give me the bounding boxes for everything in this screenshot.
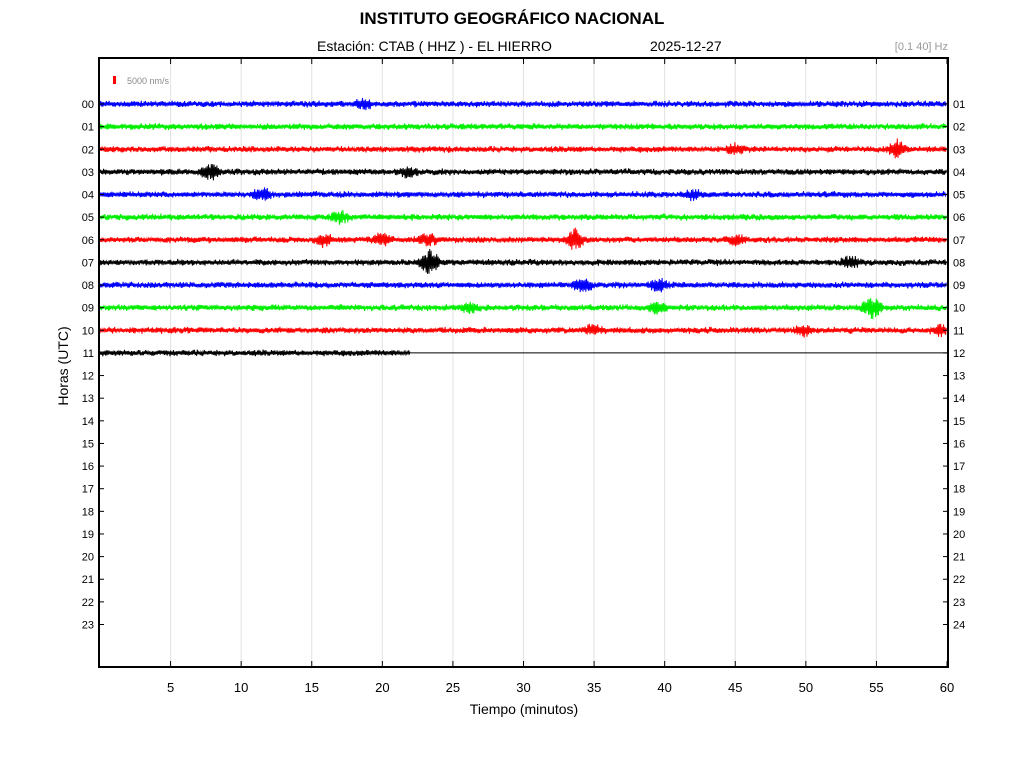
right-hour-label: 01	[953, 99, 965, 111]
left-hour-label: 21	[82, 574, 94, 586]
x-tick-label: 50	[799, 680, 813, 695]
x-tick-label: 5	[167, 680, 174, 695]
right-hour-label: 11	[953, 325, 964, 337]
right-hour-label: 05	[953, 190, 965, 202]
left-hour-label: 16	[82, 461, 94, 473]
label-layer: 5 10 15 20 25 30 35 40 45 50 55 60 00 01 02 03 04 05 06 07 0…	[82, 58, 965, 695]
chart-title: INSTITUTO GEOGRÁFICO NACIONAL	[359, 9, 665, 28]
left-hour-label: 13	[82, 393, 94, 405]
right-hour-label: 09	[953, 280, 965, 292]
left-hour-label: 09	[82, 303, 94, 315]
right-hour-label: 17	[953, 461, 965, 473]
right-hour-label: 14	[953, 393, 965, 405]
trace-layer	[99, 97, 947, 357]
left-hour-label: 06	[82, 235, 94, 247]
left-hour-label: 20	[82, 552, 94, 564]
left-hour-label: 04	[82, 190, 94, 202]
trace-hour-02	[99, 138, 947, 159]
right-hour-label: 22	[953, 574, 965, 586]
left-hour-label: 17	[82, 484, 94, 496]
scale-bar-mark	[113, 76, 116, 84]
right-hour-label: 10	[953, 303, 965, 315]
right-hour-label: 16	[953, 438, 965, 450]
left-hour-label: 01	[82, 122, 94, 134]
trace-hour-08	[99, 277, 947, 293]
right-hour-label: 23	[953, 597, 965, 609]
right-hour-label: 07	[953, 235, 965, 247]
trace-hour-01	[99, 123, 947, 131]
trace-hour-11	[99, 349, 411, 357]
y-axis-title: Horas (UTC)	[55, 326, 71, 405]
x-tick-label: 20	[375, 680, 389, 695]
trace-hour-10	[99, 323, 947, 338]
grid-lines	[170, 58, 877, 667]
trace-hour-07	[99, 248, 947, 274]
right-hour-label: 12	[953, 348, 965, 360]
left-hour-label: 12	[82, 371, 94, 383]
right-hour-label: 02	[953, 122, 965, 134]
trace-hour-05	[99, 209, 947, 225]
trace-hour-00	[99, 97, 947, 111]
x-axis-title: Tiempo (minutos)	[470, 701, 578, 717]
filter-band-label: [0.1 40] Hz	[894, 41, 948, 53]
scale-bar-label: 5000 nm/s	[127, 76, 170, 86]
x-tick-label: 25	[446, 680, 460, 695]
right-hour-label: 08	[953, 257, 965, 269]
x-tick-label: 40	[657, 680, 671, 695]
right-hour-label: 20	[953, 529, 965, 541]
right-hour-label: 04	[953, 167, 965, 179]
right-hour-label: 06	[953, 212, 965, 224]
left-hour-label: 08	[82, 280, 94, 292]
right-hour-label: 13	[953, 371, 965, 383]
x-tick-label: 35	[587, 680, 601, 695]
left-hour-label: 10	[82, 325, 94, 337]
left-hour-label: 02	[82, 144, 94, 156]
scale-bar: 5000 nm/s	[113, 76, 170, 86]
left-hour-label: 00	[82, 99, 94, 111]
date-label: 2025-12-27	[650, 38, 722, 54]
left-hour-label: 14	[82, 416, 94, 428]
right-hour-label: 03	[953, 144, 965, 156]
left-hour-label: 11	[83, 348, 94, 360]
station-label: Estación: CTAB ( HHZ ) - EL HIERRO	[317, 38, 552, 54]
left-hour-label: 15	[82, 438, 94, 450]
x-tick-label: 45	[728, 680, 742, 695]
left-hour-label: 19	[82, 529, 94, 541]
trace-hour-04	[99, 187, 947, 202]
x-tick-label: 55	[869, 680, 883, 695]
right-hour-label: 24	[953, 619, 965, 631]
x-tick-label: 10	[234, 680, 248, 695]
left-hour-label: 18	[82, 506, 94, 518]
left-hour-label: 03	[82, 167, 94, 179]
x-tick-label: 30	[516, 680, 530, 695]
left-hour-label: 23	[82, 619, 94, 631]
left-hour-label: 05	[82, 212, 94, 224]
left-hour-label: 22	[82, 597, 94, 609]
left-hour-label: 07	[82, 257, 94, 269]
right-hour-label: 19	[953, 506, 965, 518]
x-tick-label: 60	[940, 680, 954, 695]
right-hour-label: 18	[953, 484, 965, 496]
x-tick-label: 15	[305, 680, 319, 695]
trace-hour-09	[99, 298, 947, 320]
right-hour-label: 21	[953, 552, 965, 564]
trace-hour-03	[99, 164, 947, 181]
right-hour-label: 15	[953, 416, 965, 428]
trace-hour-06	[99, 227, 947, 250]
